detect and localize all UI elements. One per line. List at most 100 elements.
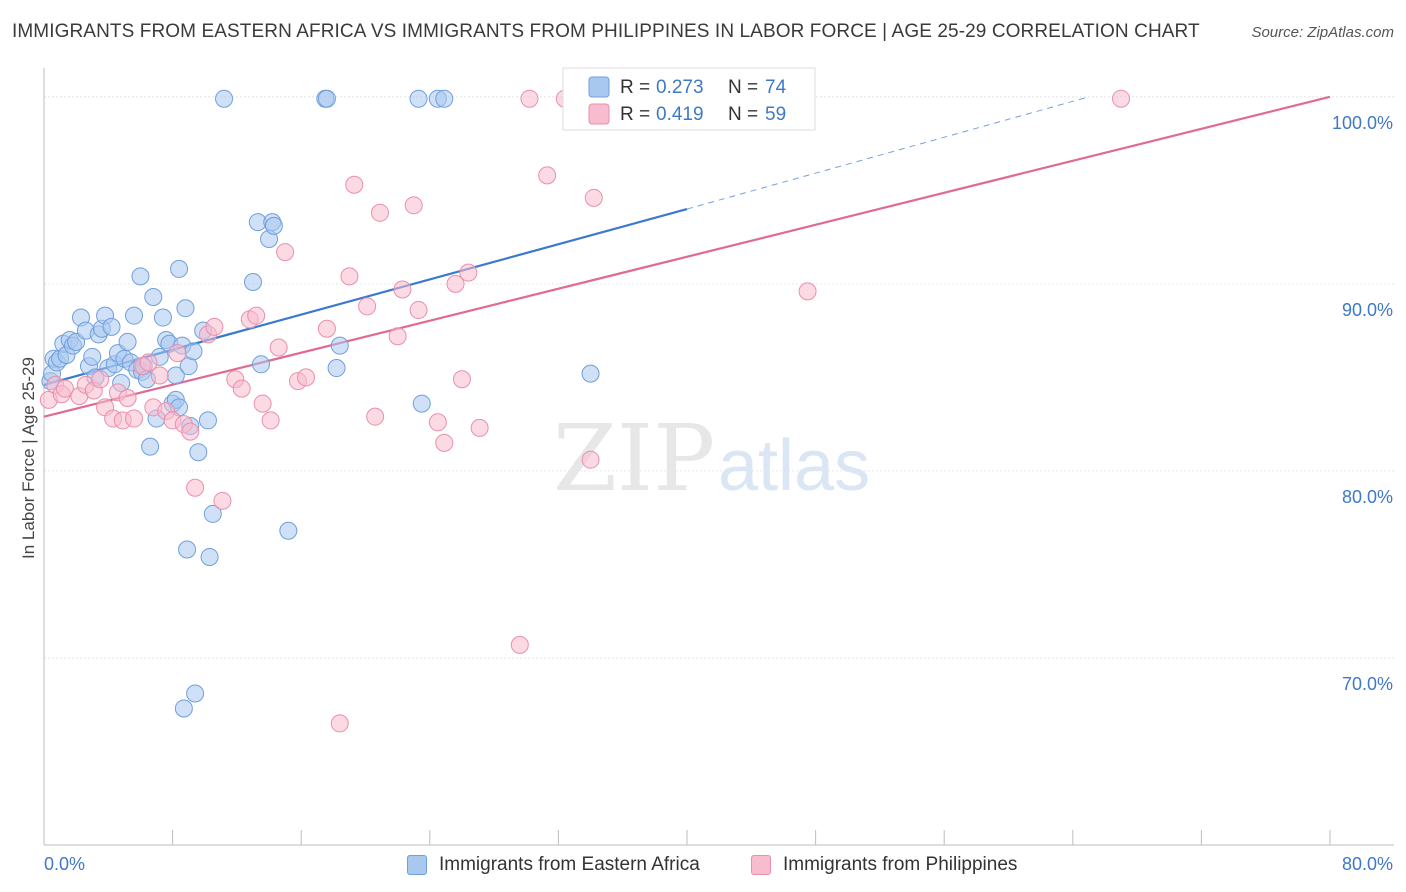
correlation-legend: R = 0.273 N = 74 R = 0.419 N = 59 <box>562 67 816 131</box>
y-tick-label: 70.0% <box>1342 674 1393 694</box>
point-philippines <box>409 301 428 320</box>
point-philippines <box>247 306 266 325</box>
watermark: ZIP atlas <box>553 405 870 512</box>
point-eastern-africa <box>176 299 195 318</box>
axes <box>43 68 1394 846</box>
point-philippines <box>520 89 539 108</box>
trend-line-eastern-africa-extension <box>686 96 1090 210</box>
point-philippines <box>470 418 489 437</box>
trend-line-philippines <box>43 95 1331 418</box>
point-eastern-africa <box>317 89 336 108</box>
point-eastern-africa <box>178 540 197 559</box>
point-philippines <box>276 243 295 262</box>
legend-r-label-pink: R = <box>620 104 650 125</box>
legend-swatch-pink <box>588 103 610 125</box>
point-eastern-africa <box>186 684 205 703</box>
point-philippines <box>317 319 336 338</box>
point-eastern-africa <box>243 273 262 292</box>
source-attribution: Source: ZipAtlas.com <box>1251 24 1394 41</box>
point-eastern-africa <box>118 332 137 351</box>
point-eastern-africa <box>203 504 222 523</box>
point-philippines <box>168 344 187 363</box>
point-philippines <box>213 491 232 510</box>
point-philippines <box>232 379 251 398</box>
point-philippines <box>139 353 158 372</box>
point-philippines <box>91 370 110 389</box>
point-philippines <box>340 267 359 286</box>
x-tick-label: 0.0% <box>44 854 85 874</box>
watermark-zip: ZIP <box>553 405 715 512</box>
legend-n-label-blue: N = <box>728 77 758 98</box>
point-philippines <box>366 407 385 426</box>
point-eastern-africa <box>330 336 349 355</box>
point-philippines <box>358 297 377 316</box>
point-eastern-africa <box>412 394 431 413</box>
point-eastern-africa <box>141 437 160 456</box>
y-tick-label: 80.0% <box>1342 487 1393 507</box>
legend-n-value-blue: 74 <box>765 77 787 98</box>
point-philippines <box>459 263 478 282</box>
point-eastern-africa <box>153 308 172 327</box>
point-philippines <box>581 450 600 469</box>
point-eastern-africa <box>200 547 219 566</box>
legend-label-philippines: Immigrants from Philippines <box>783 854 1018 875</box>
legend-n-value-pink: 59 <box>765 104 786 125</box>
point-eastern-africa <box>189 443 208 462</box>
point-philippines <box>125 409 144 428</box>
point-eastern-africa <box>125 306 144 325</box>
point-philippines <box>181 422 200 441</box>
point-eastern-africa <box>198 411 217 430</box>
point-philippines <box>55 379 74 398</box>
legend-label-eastern-africa: Immigrants from Eastern Africa <box>439 854 700 875</box>
point-philippines <box>446 274 465 293</box>
data-points <box>39 89 1131 733</box>
point-eastern-africa <box>581 364 600 383</box>
point-philippines <box>150 366 169 385</box>
point-philippines <box>428 413 447 432</box>
point-eastern-africa <box>144 287 163 306</box>
point-philippines <box>1112 89 1131 108</box>
legend-r-value-pink: 0.419 <box>656 104 704 125</box>
point-philippines <box>186 478 205 497</box>
legend-n-label-pink: N = <box>728 104 758 125</box>
point-philippines <box>404 196 423 215</box>
point-philippines <box>798 282 817 301</box>
point-eastern-africa <box>83 347 102 366</box>
legend-item-philippines: Immigrants from Philippines <box>751 851 1017 879</box>
point-philippines <box>370 203 389 222</box>
watermark-atlas: atlas <box>718 426 870 506</box>
point-philippines <box>205 317 224 336</box>
point-eastern-africa <box>170 259 189 278</box>
point-philippines <box>118 388 137 407</box>
point-philippines <box>345 175 364 194</box>
legend-swatch-philippines <box>751 855 771 875</box>
point-philippines <box>584 188 603 207</box>
point-philippines <box>510 635 529 654</box>
point-philippines <box>261 411 280 430</box>
y-tick-label: 100.0% <box>1332 113 1393 133</box>
y-tick-label: 90.0% <box>1342 300 1393 320</box>
chart-title: IMMIGRANTS FROM EASTERN AFRICA VS IMMIGR… <box>12 21 1200 42</box>
x-tick-label: 80.0% <box>1342 854 1393 874</box>
point-philippines <box>330 714 349 733</box>
point-eastern-africa <box>184 342 203 361</box>
point-eastern-africa <box>435 89 454 108</box>
point-philippines <box>452 370 471 389</box>
point-philippines <box>435 433 454 452</box>
point-eastern-africa <box>327 359 346 378</box>
point-philippines <box>388 327 407 346</box>
legend-swatch-blue <box>588 76 610 98</box>
point-eastern-africa <box>409 89 428 108</box>
legend-item-eastern-africa: Immigrants from Eastern Africa <box>407 851 700 879</box>
legend-swatch-eastern-africa <box>407 855 427 875</box>
gridlines <box>44 96 1394 659</box>
point-eastern-africa <box>252 355 271 374</box>
legend-r-label-blue: R = <box>620 77 650 98</box>
point-eastern-africa <box>131 267 150 286</box>
trend-lines <box>43 95 1331 418</box>
point-philippines <box>538 166 557 185</box>
point-philippines <box>297 368 316 387</box>
series-legend: Immigrants from Eastern Africa Immigrant… <box>0 851 1406 879</box>
point-eastern-africa <box>264 216 283 235</box>
